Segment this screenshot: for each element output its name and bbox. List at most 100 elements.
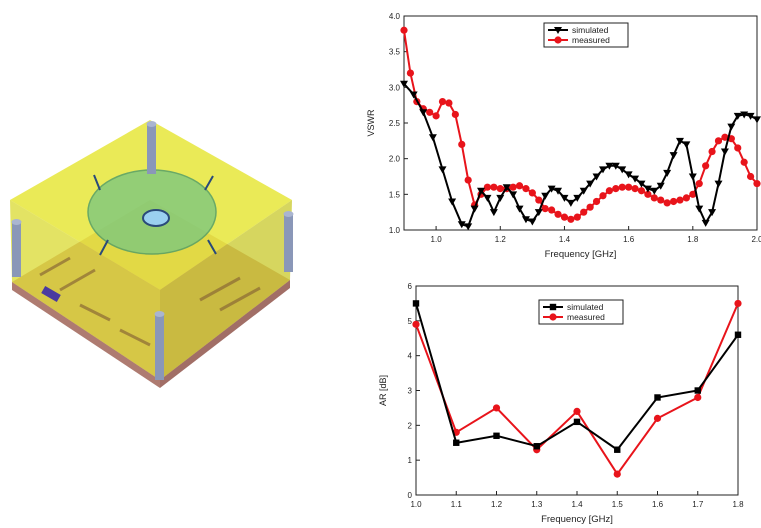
- point-measured: [554, 210, 562, 218]
- point-measured: [663, 199, 671, 207]
- point-measured: [657, 196, 665, 204]
- legend-marker: [549, 303, 557, 311]
- post-right: [284, 214, 293, 272]
- point-measured: [586, 203, 594, 211]
- point-simulated: [457, 221, 466, 229]
- post-right-cap: [283, 211, 294, 217]
- point-measured: [483, 183, 492, 191]
- line-measured: [415, 303, 739, 476]
- point-measured: [721, 133, 729, 141]
- series-measured: [400, 26, 761, 223]
- point-measured: [412, 320, 420, 328]
- y-tick-label: 3.5: [389, 48, 401, 57]
- point-simulated: [521, 216, 530, 224]
- post-left: [12, 222, 21, 277]
- point-simulated: [734, 331, 742, 338]
- point-simulated: [509, 191, 518, 199]
- y-axis-label: VSWR: [366, 109, 376, 137]
- point-simulated: [654, 394, 661, 401]
- point-simulated: [464, 223, 473, 231]
- point-simulated: [470, 205, 479, 213]
- point-measured: [694, 393, 702, 402]
- point-simulated: [409, 91, 418, 99]
- point-simulated: [598, 166, 607, 174]
- bottom-layer-side-left: [12, 282, 160, 388]
- y-tick-label: 4: [408, 352, 413, 361]
- point-measured: [618, 183, 626, 191]
- x-axis-label: Frequency [GHz]: [541, 514, 613, 525]
- point-measured: [740, 158, 748, 166]
- legend-marker: [554, 36, 562, 44]
- x-tick-label: 1.4: [571, 500, 583, 509]
- point-simulated: [733, 112, 742, 120]
- point-simulated: [701, 219, 710, 227]
- support-arms: [93, 174, 217, 256]
- point-measured: [445, 99, 453, 107]
- point-measured: [599, 192, 607, 200]
- point-measured: [432, 112, 440, 120]
- point-simulated: [534, 209, 543, 217]
- point-measured: [496, 185, 504, 193]
- point-simulated: [573, 194, 582, 202]
- point-measured: [612, 185, 620, 193]
- point-simulated: [419, 109, 428, 117]
- y-tick-label: 0: [408, 491, 413, 500]
- point-simulated: [428, 134, 437, 142]
- point-measured: [669, 197, 678, 206]
- substrate-side-left: [10, 200, 160, 380]
- point-measured: [708, 147, 716, 156]
- point-measured: [567, 215, 575, 223]
- x-tick-label: 1.7: [692, 500, 704, 509]
- y-tick-label: 2.5: [389, 119, 401, 128]
- ar-chart: 1.0 1.1 1.2 1.3 1.4 1.5 1.6 1.7 1.8 0 1 2 3 4 5 6 Freque…: [378, 282, 744, 525]
- point-measured: [458, 140, 466, 148]
- feed-traces: [39, 256, 261, 347]
- point-simulated: [496, 194, 505, 202]
- point-simulated: [720, 148, 729, 156]
- point-simulated: [547, 185, 556, 193]
- point-measured: [426, 108, 434, 116]
- x-tick-label: 1.8: [732, 500, 744, 509]
- point-simulated: [573, 418, 581, 426]
- vswr-chart: 1.0 1.2 1.4 1.6 1.8 2.0 1.0 1.5 2.0 2.5 3.0 3.5 4.0 F…: [366, 12, 761, 260]
- post-left-cap: [11, 219, 22, 225]
- point-simulated: [412, 300, 420, 307]
- y-tick-label: 4.0: [389, 12, 401, 21]
- point-measured: [676, 196, 684, 204]
- point-measured: [535, 196, 543, 204]
- point-measured: [689, 190, 697, 198]
- point-measured: [406, 69, 415, 77]
- point-simulated: [592, 173, 601, 181]
- y-tick-label: 3: [408, 387, 413, 396]
- point-measured: [451, 110, 459, 119]
- point-measured: [746, 172, 755, 181]
- point-measured: [637, 187, 646, 195]
- series-simulated: [412, 300, 742, 453]
- x-tick-label: 1.5: [612, 500, 624, 509]
- x-tick-label: 1.4: [559, 235, 571, 244]
- y-axis-label: AR [dB]: [378, 375, 388, 406]
- point-simulated: [675, 137, 684, 145]
- legend-label: simulated: [567, 302, 604, 312]
- legend-label: simulated: [572, 25, 609, 35]
- legend-label: measured: [572, 35, 610, 45]
- x-tick-label: 1.2: [495, 235, 507, 244]
- x-tick-label: 1.3: [531, 500, 543, 509]
- point-simulated: [611, 162, 620, 170]
- point-simulated: [448, 198, 457, 206]
- point-measured: [490, 183, 498, 191]
- point-measured: [734, 299, 742, 308]
- point-measured: [734, 144, 742, 152]
- antenna-3d-model-icon: [10, 120, 294, 388]
- x-tick-label: 2.0: [751, 235, 761, 244]
- point-measured: [613, 470, 621, 478]
- point-simulated: [637, 180, 646, 188]
- point-simulated: [643, 185, 652, 193]
- y-tick-label: 3.0: [389, 83, 401, 92]
- point-measured: [464, 176, 472, 184]
- y-tick-label: 2: [408, 421, 413, 430]
- point-simulated: [400, 80, 408, 88]
- point-measured: [509, 183, 517, 191]
- point-measured: [573, 407, 581, 415]
- point-measured: [682, 194, 690, 202]
